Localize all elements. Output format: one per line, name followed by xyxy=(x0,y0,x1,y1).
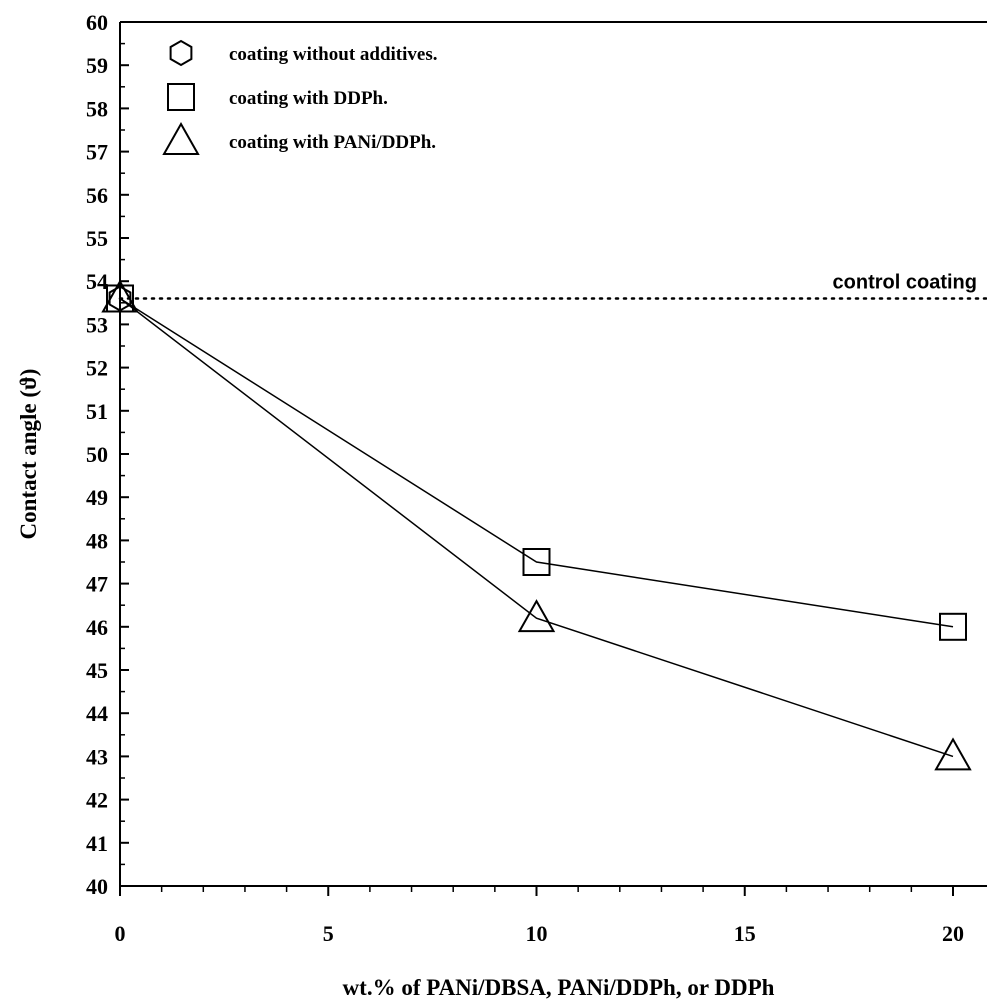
y-tick-label: 40 xyxy=(86,874,108,899)
y-tick-label: 44 xyxy=(86,701,108,726)
legend: coating without additives. coating with D… xyxy=(162,39,438,155)
data-point-triangle xyxy=(934,737,972,771)
legend-marker-hexagon xyxy=(169,39,193,67)
data-point-triangle xyxy=(517,599,556,633)
y-tick-label: 58 xyxy=(86,96,108,121)
data-point-triangle xyxy=(101,279,139,313)
series-group xyxy=(101,279,972,771)
series-square xyxy=(106,284,967,641)
y-tick-label: 45 xyxy=(86,658,108,683)
x-tick-label: 20 xyxy=(942,921,964,946)
y-tick-label: 57 xyxy=(86,140,108,165)
y-tick-label: 53 xyxy=(86,312,108,337)
series-triangle xyxy=(101,279,972,771)
y-tick-label: 52 xyxy=(86,356,108,381)
y-tick-label: 51 xyxy=(86,399,108,424)
control-coating-reference: control coating xyxy=(118,271,987,300)
x-tick-label: 15 xyxy=(734,921,756,946)
legend-label-square: coating with DDPh. xyxy=(229,88,388,109)
y-tick-label: 60 xyxy=(86,10,108,35)
y-tick-label: 54 xyxy=(86,269,108,294)
x-tick-label: 5 xyxy=(323,921,334,946)
y-tick-label: 55 xyxy=(86,226,108,251)
y-tick-label: 56 xyxy=(86,183,108,208)
y-tick-label: 49 xyxy=(86,485,108,510)
x-axis-title: wt.% of PANi/DBSA, PANi/DDPh, or DDPh xyxy=(343,975,775,1000)
y-tick-label: 42 xyxy=(86,788,108,813)
x-tick-label: 10 xyxy=(526,921,548,946)
y-axis-title: Contact angle (ϑ) xyxy=(16,369,41,540)
y-axis: 40 41 42 43 44 45 46 47 48 49 50 51 52 53 54 55 56 57 58 59… xyxy=(86,10,129,899)
y-tick-label: 46 xyxy=(86,615,108,640)
legend-label-hexagon: coating without additives. xyxy=(229,44,438,65)
y-tick-label: 41 xyxy=(86,831,108,856)
y-tick-label: 50 xyxy=(86,442,108,467)
series-line-square xyxy=(119,297,954,628)
legend-marker-square xyxy=(167,83,195,111)
y-tick-label: 59 xyxy=(86,53,108,78)
series-line-triangle xyxy=(119,297,954,758)
y-tick-label: 43 xyxy=(86,744,108,769)
y-tick-label: 48 xyxy=(86,528,108,553)
x-axis: 0 5 10 15 20 xyxy=(115,886,964,946)
data-point-square xyxy=(522,548,551,576)
data-point-square xyxy=(939,612,967,641)
control-coating-label: control coating xyxy=(833,271,977,293)
legend-marker-triangle xyxy=(162,121,200,155)
legend-label-triangle: coating with PANi/DDPh. xyxy=(229,132,436,153)
y-tick-label: 47 xyxy=(86,572,108,597)
x-tick-label: 0 xyxy=(115,921,126,946)
